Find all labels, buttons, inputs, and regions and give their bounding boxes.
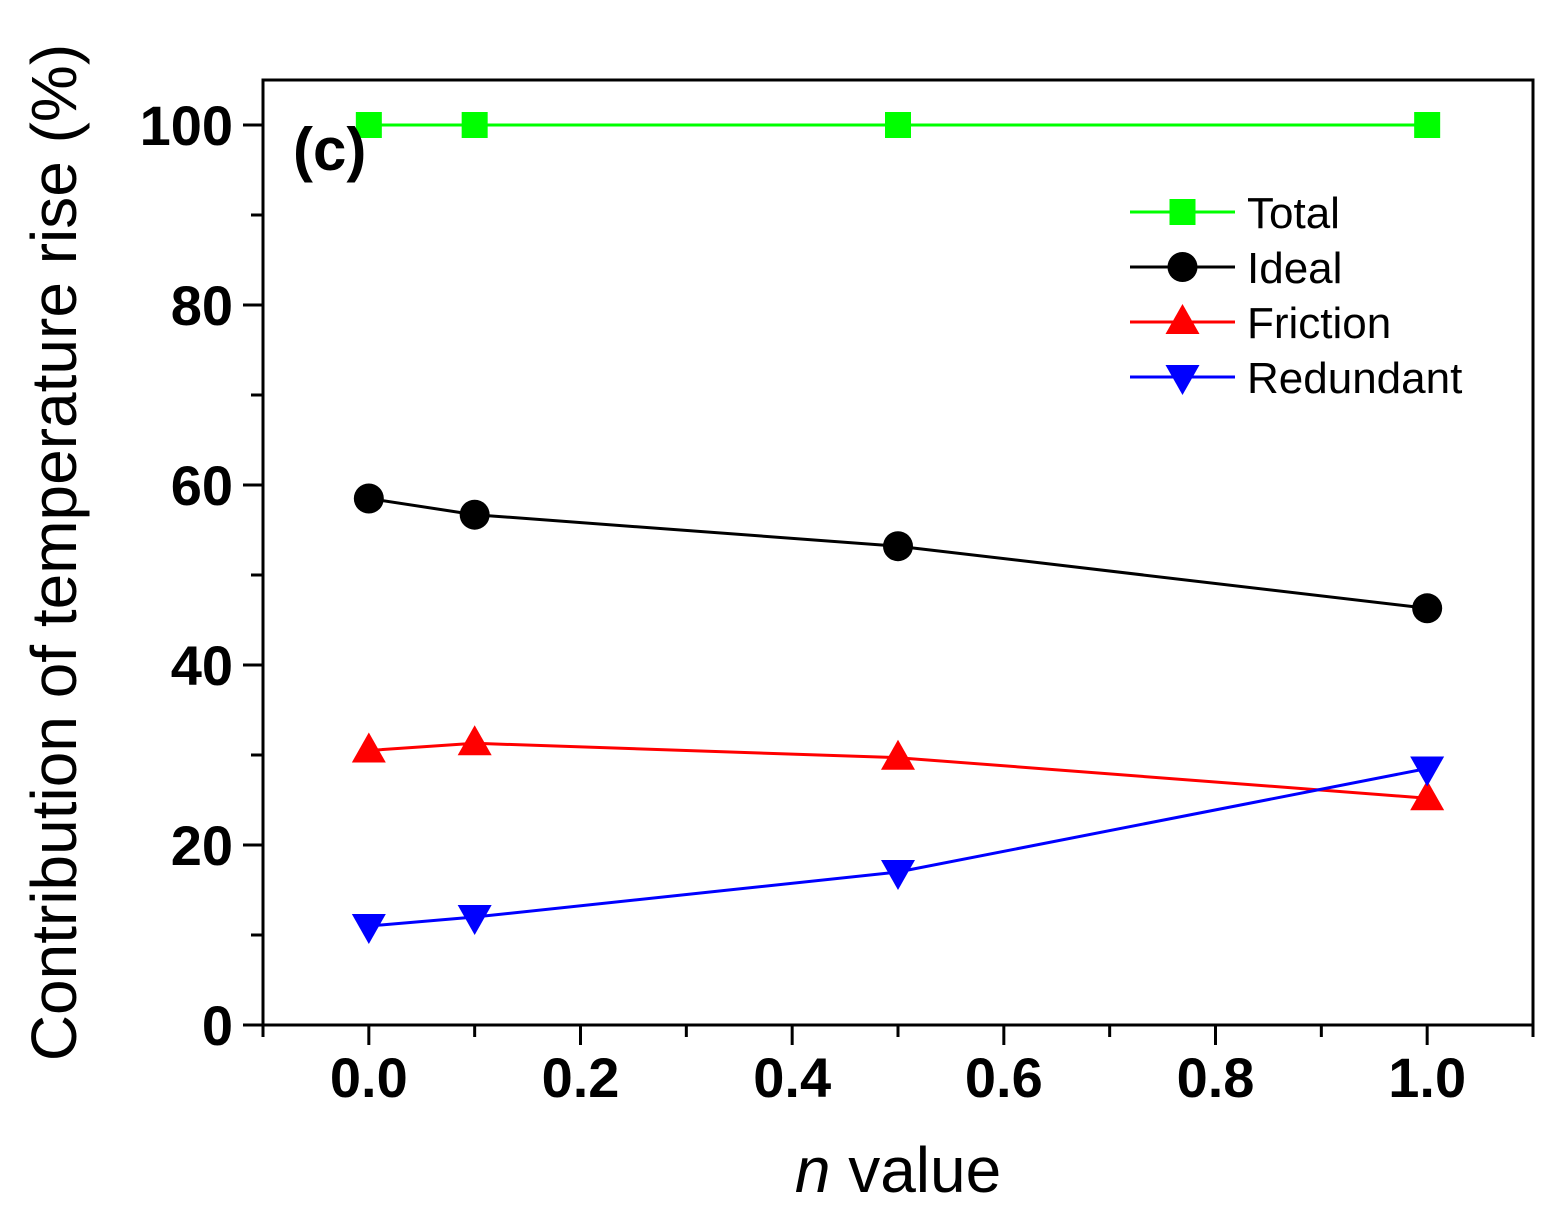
legend-marker <box>1165 365 1200 395</box>
data-point-friction <box>351 732 386 763</box>
data-point-ideal <box>459 499 490 530</box>
x-tick-label: 0.2 <box>542 1046 620 1109</box>
y-tick-label: 80 <box>171 274 233 337</box>
y-tick-label: 40 <box>171 634 233 697</box>
legend-marker <box>1167 252 1198 282</box>
series-line-redundant <box>368 767 1428 928</box>
x-tick-label: 1.0 <box>1388 1046 1466 1109</box>
y-tick-label: 100 <box>140 94 233 157</box>
y-axis-title: Contribution of temperature rise (%) <box>18 44 90 1061</box>
data-point-total <box>461 112 488 138</box>
series-ideal <box>353 483 1443 624</box>
tick-labels: 0.0 0.2 0.4 0.6 0.8 1.0 0 20 40 60 80 100 <box>140 94 1467 1109</box>
data-point-redundant <box>881 860 915 890</box>
series-line-friction <box>368 741 1428 800</box>
legend-label: Redundant <box>1247 354 1462 403</box>
x-tick-label: 0.6 <box>965 1046 1043 1109</box>
y-tick-label: 0 <box>202 994 233 1057</box>
panel-label: (c) <box>293 116 366 183</box>
legend-label: Friction <box>1247 299 1391 348</box>
data-point-friction <box>881 739 915 770</box>
legend-label: Total <box>1247 189 1340 238</box>
data-point-ideal <box>353 483 384 514</box>
x-axis-title: n value <box>795 1134 1001 1206</box>
y-tick-label: 60 <box>171 454 233 517</box>
series-line-ideal <box>368 497 1428 610</box>
series-layer <box>351 112 1445 944</box>
legend-item-ideal: Ideal <box>1130 244 1342 293</box>
x-tick-label: 0.4 <box>753 1046 831 1109</box>
data-point-ideal <box>883 531 913 562</box>
x-axis-title-italic: n <box>795 1134 831 1206</box>
x-tick-label: 0.0 <box>330 1046 408 1109</box>
data-point-friction <box>1410 780 1445 811</box>
legend: Total Ideal Friction Redundant <box>1130 189 1462 403</box>
plot-frame <box>261 78 1535 1027</box>
y-tick-label: 20 <box>171 814 233 877</box>
data-point-total <box>1414 112 1441 138</box>
data-point-ideal <box>1412 593 1443 624</box>
data-point-redundant <box>457 905 492 935</box>
data-point-redundant <box>1410 756 1445 787</box>
axis-ticks <box>243 123 1535 1045</box>
series-redundant <box>351 756 1445 944</box>
legend-item-total: Total <box>1130 189 1340 238</box>
data-point-total <box>885 112 911 138</box>
data-point-total <box>355 112 382 138</box>
x-axis-title-rest: value <box>830 1134 1001 1206</box>
series-total <box>355 112 1441 138</box>
legend-item-friction: Friction <box>1130 299 1391 348</box>
x-tick-label: 0.8 <box>1177 1046 1255 1109</box>
legend-marker <box>1169 199 1196 225</box>
legend-item-redundant: Redundant <box>1130 354 1462 403</box>
legend-label: Ideal <box>1247 244 1342 293</box>
data-point-friction <box>457 725 492 756</box>
legend-marker <box>1165 304 1200 334</box>
data-point-redundant <box>351 914 386 944</box>
series-friction <box>351 725 1445 811</box>
